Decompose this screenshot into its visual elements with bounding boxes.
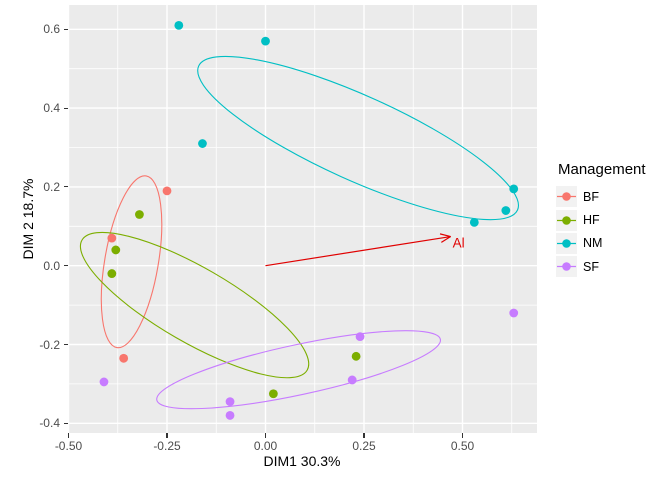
x-tick-label: 0.50 (450, 439, 475, 453)
y-tick-label: 0.6 (43, 22, 60, 37)
data-point-NM (174, 20, 184, 30)
legend-entry-NM: NM (556, 232, 646, 255)
legend-entry-HF: HF (556, 208, 646, 231)
legend-key-glyph (557, 239, 576, 248)
env-arrow-label: Al (453, 236, 465, 251)
data-point-HF (107, 269, 117, 278)
data-point-NM (501, 206, 511, 215)
data-point-SF (99, 377, 109, 387)
data-point-NM (261, 36, 270, 46)
legend-key-glyph (557, 262, 576, 272)
data-point-BF (162, 186, 172, 196)
data-point-BF (119, 353, 129, 363)
data-point-NM (509, 184, 519, 194)
data-point-HF (351, 351, 361, 361)
legend-key-glyph (557, 215, 576, 225)
env-arrow-head (439, 233, 451, 238)
y-tick-label: -0.2 (39, 337, 60, 352)
confidence-ellipse-NM (197, 55, 520, 221)
x-tick-label: 0.00 (253, 439, 278, 453)
data-point-SF (509, 308, 519, 318)
x-tick-mark (461, 433, 464, 438)
plot-panel: Al (68, 5, 537, 433)
legend-entry-SF: SF (556, 255, 646, 278)
x-tick-label: 0.25 (352, 439, 376, 453)
data-point-SF (355, 332, 365, 342)
data-point-HF (268, 389, 278, 399)
x-tick-mark (264, 433, 267, 438)
data-point-SF (225, 411, 235, 420)
y-tick-label: 0.0 (43, 258, 60, 273)
data-point-SF (225, 397, 235, 407)
data-point-SF (347, 375, 357, 385)
legend-key-swatch (556, 209, 577, 231)
y-tick-mark (63, 265, 68, 267)
legend-key-swatch (556, 256, 577, 278)
y-axis-title: DIM 2 18.7% (20, 178, 36, 260)
data-point-NM (469, 217, 479, 227)
y-tick-mark (63, 28, 68, 30)
data-point-HF (135, 210, 144, 219)
legend-label: HF (583, 213, 600, 228)
x-tick-label: -0.25 (153, 439, 181, 453)
env-arrow-head (441, 236, 451, 243)
x-axis-title: DIM1 30.3% (263, 453, 341, 469)
legend-key-glyph (557, 192, 576, 201)
legend-title: Management (558, 161, 646, 178)
legend-key-swatch (556, 232, 577, 254)
confidence-ellipse-HF (79, 231, 310, 379)
data-point-NM (198, 139, 207, 148)
legend-label: NM (583, 236, 603, 251)
x-tick-mark (363, 433, 365, 438)
legend-label: BF (583, 189, 599, 204)
panel-canvas: Al (68, 5, 537, 433)
env-arrow-shaft (265, 235, 451, 267)
x-tick-mark (67, 433, 70, 438)
x-tick-label: -0.50 (54, 439, 83, 453)
y-tick-mark (63, 343, 68, 346)
legend-entries: BF HF NM SF (556, 185, 646, 279)
y-tick-label: 0.4 (43, 101, 60, 116)
x-tick-mark (166, 433, 168, 438)
data-point-HF (111, 245, 121, 255)
y-tick-mark (63, 186, 68, 188)
y-tick-label: 0.2 (43, 179, 60, 194)
y-tick-mark (63, 107, 68, 109)
y-tick-label: -0.4 (39, 416, 60, 431)
legend-label: SF (583, 259, 599, 274)
legend: Management BF HF NM SF (556, 161, 646, 279)
confidence-ellipse-BF (100, 175, 163, 349)
legend-entry-BF: BF (556, 185, 646, 208)
confidence-ellipse-SF (156, 330, 442, 410)
y-tick-mark (63, 422, 68, 424)
legend-key-swatch (556, 186, 577, 208)
data-point-BF (107, 233, 117, 243)
